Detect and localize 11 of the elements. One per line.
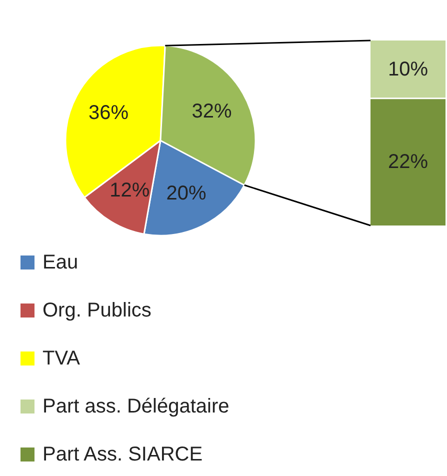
data-label: 10%	[388, 58, 428, 80]
data-label: 22%	[388, 150, 428, 173]
legend-label: Part Ass. SIARCE	[42, 444, 203, 466]
legend-label: Org. Publics	[42, 300, 152, 322]
data-label: 20%	[166, 182, 207, 204]
data-label: 36%	[88, 102, 129, 124]
data-label: 32%	[192, 100, 232, 122]
legend-label: Eau	[42, 252, 78, 274]
legend-label: TVA	[42, 348, 81, 370]
data-label: 12%	[110, 180, 150, 202]
legend-label: Part ass. Délégataire	[42, 396, 230, 418]
